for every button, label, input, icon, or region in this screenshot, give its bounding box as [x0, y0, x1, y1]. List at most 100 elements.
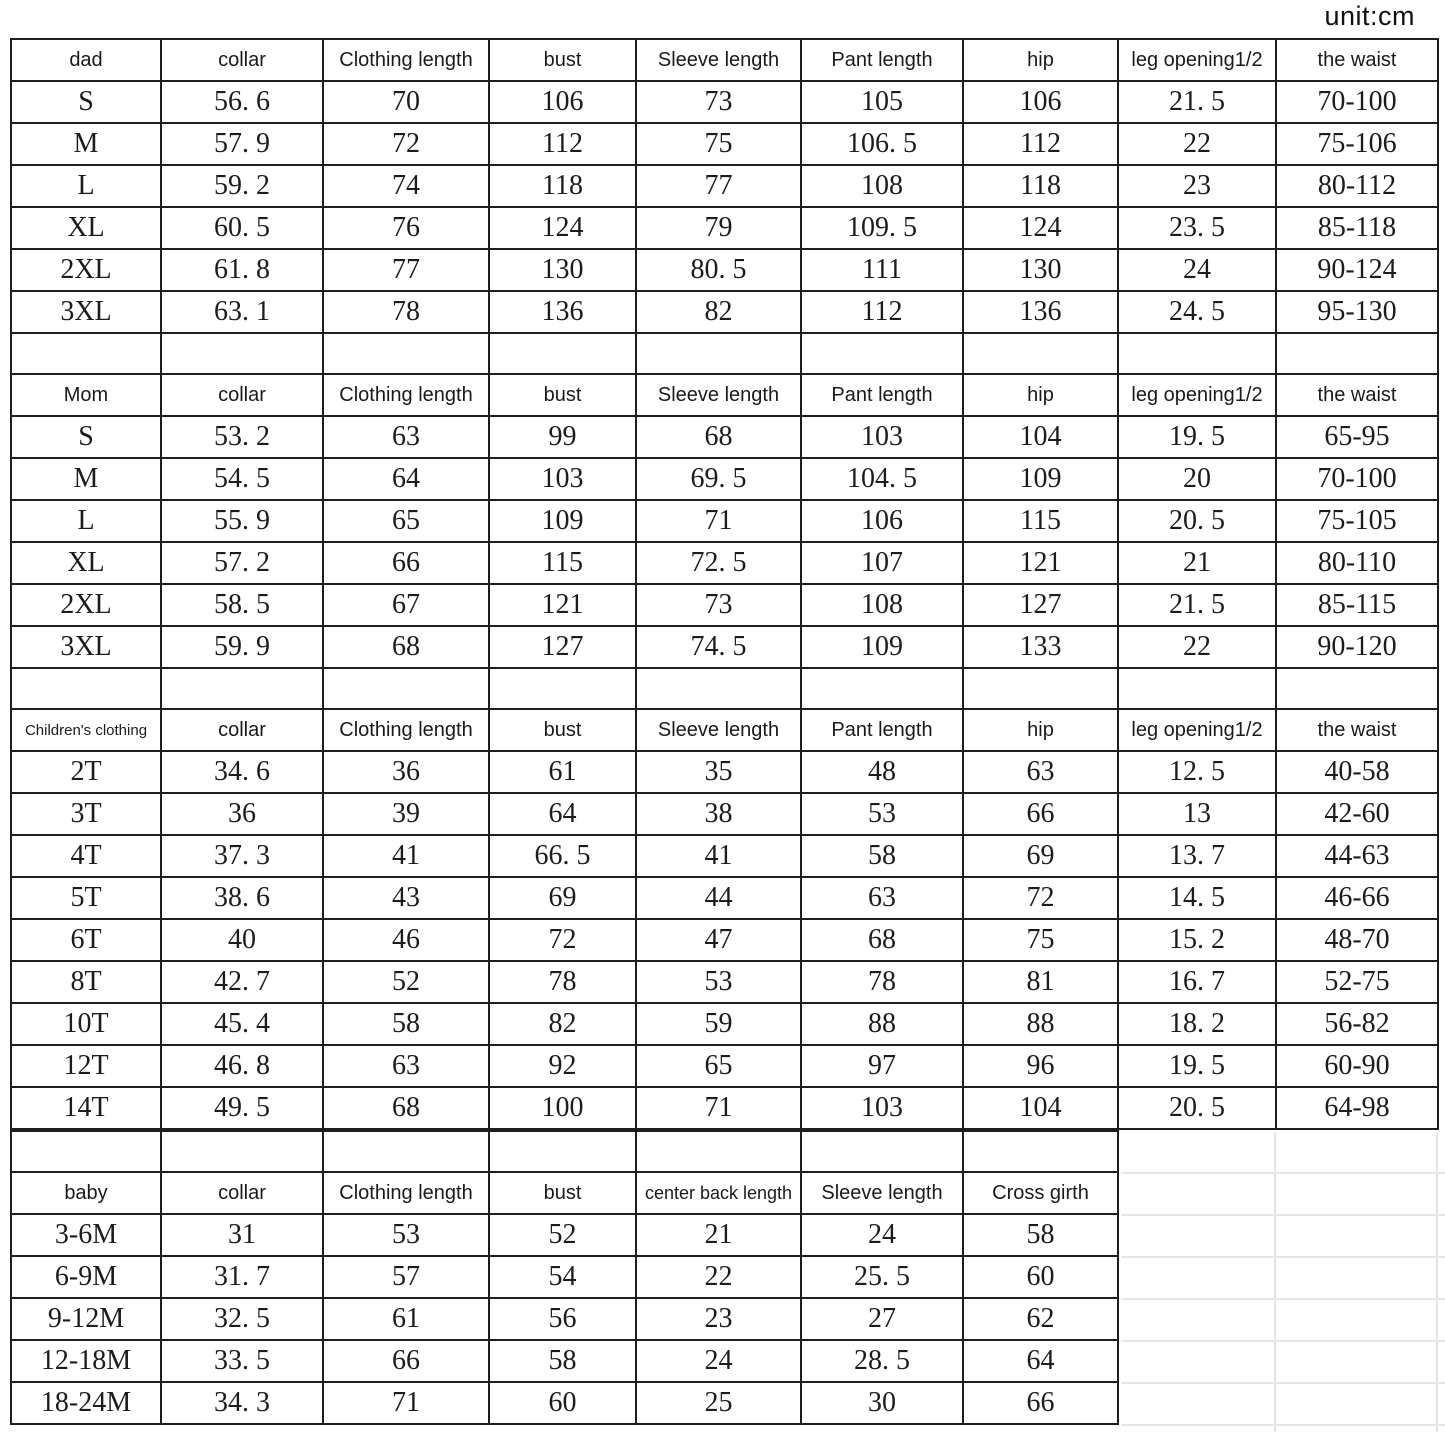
mom-value-cell: 127	[488, 625, 637, 669]
children-value-cell: 38	[635, 792, 802, 836]
dad-value-cell: 61. 8	[160, 248, 324, 292]
children-value-cell: 46-66	[1275, 876, 1439, 920]
mom-value-cell: 69. 5	[635, 457, 802, 501]
children-value-cell: 82	[488, 1002, 637, 1046]
children-value-cell: 64-98	[1275, 1086, 1439, 1130]
dad-row-2XL: 2XL 61. 8 77 130 80. 5 111 130 24 90-124	[10, 248, 1439, 292]
children-size-label: 14T	[10, 1086, 162, 1130]
children-size-label: 4T	[10, 834, 162, 878]
children-value-cell: 97	[800, 1044, 964, 1088]
spacer-cell	[10, 1130, 162, 1173]
baby-size-label: 18-24M	[10, 1381, 162, 1425]
mom-column-header: Pant length	[800, 373, 964, 417]
mom-value-cell: 85-115	[1275, 583, 1439, 627]
dad-section: dad collar Clothing length bust Sleeve lengt…	[10, 38, 1439, 334]
children-row-2T: 2T 34. 6 36 61 35 48 63 12. 5 40-58	[10, 750, 1439, 794]
dad-value-cell: 80-112	[1275, 164, 1439, 208]
children-column-header: hip	[962, 708, 1119, 752]
dad-size-label: XL	[10, 206, 162, 250]
children-value-cell: 66. 5	[488, 834, 637, 878]
dad-row-XL: XL 60. 5 76 124 79 109. 5 124 23. 5 85-118	[10, 206, 1439, 250]
children-size-label: 8T	[10, 960, 162, 1004]
baby-value-cell: 21	[635, 1213, 802, 1257]
dad-value-cell: 75	[635, 122, 802, 166]
dad-value-cell: 112	[800, 290, 964, 334]
children-value-cell: 68	[322, 1086, 490, 1130]
dad-row-S: S 56. 6 70 106 73 105 106 21. 5 70-100	[10, 80, 1439, 124]
dad-value-cell: 60. 5	[160, 206, 324, 250]
children-value-cell: 15. 2	[1117, 918, 1277, 962]
spacer-row	[10, 332, 1439, 375]
baby-value-cell: 61	[322, 1297, 490, 1341]
spacer-cell	[488, 667, 637, 710]
children-value-cell: 56-82	[1275, 1002, 1439, 1046]
children-value-cell: 42. 7	[160, 960, 324, 1004]
children-value-cell: 58	[800, 834, 964, 878]
mom-value-cell: 108	[800, 583, 964, 627]
children-value-cell: 14. 5	[1117, 876, 1277, 920]
children-size-label: 6T	[10, 918, 162, 962]
dad-value-cell: 76	[322, 206, 490, 250]
mom-value-cell: 133	[962, 625, 1119, 669]
baby-value-cell: 33. 5	[160, 1339, 324, 1383]
dad-header-row: dad collar Clothing length bust Sleeve lengt…	[10, 38, 1439, 82]
mom-value-cell: 115	[962, 499, 1119, 543]
mom-row-S: S 53. 2 63 99 68 103 104 19. 5 65-95	[10, 415, 1439, 459]
mom-column-header: bust	[488, 373, 637, 417]
mom-value-cell: 21	[1117, 541, 1277, 585]
children-value-cell: 46	[322, 918, 490, 962]
mom-value-cell: 53. 2	[160, 415, 324, 459]
spacer-cell	[10, 332, 162, 375]
mom-column-header: hip	[962, 373, 1119, 417]
dad-value-cell: 95-130	[1275, 290, 1439, 334]
baby-value-cell: 60	[962, 1255, 1119, 1299]
children-value-cell: 64	[488, 792, 637, 836]
children-value-cell: 52	[322, 960, 490, 1004]
baby-value-cell: 53	[322, 1213, 490, 1257]
baby-value-cell: 52	[488, 1213, 637, 1257]
mom-value-cell: 65-95	[1275, 415, 1439, 459]
children-value-cell: 13. 7	[1117, 834, 1277, 878]
dad-value-cell: 23. 5	[1117, 206, 1277, 250]
children-value-cell: 100	[488, 1086, 637, 1130]
mom-value-cell: 74. 5	[635, 625, 802, 669]
spacer-cell	[1275, 667, 1439, 710]
children-column-header: the waist	[1275, 708, 1439, 752]
dad-column-header: bust	[488, 38, 637, 82]
spacer-cell	[322, 667, 490, 710]
dad-value-cell: 85-118	[1275, 206, 1439, 250]
faint-gridlines	[1121, 1132, 1445, 1430]
children-value-cell: 53	[800, 792, 964, 836]
children-value-cell: 40	[160, 918, 324, 962]
dad-size-label: M	[10, 122, 162, 166]
mom-column-header: leg opening1/2	[1117, 373, 1277, 417]
mom-value-cell: 127	[962, 583, 1119, 627]
mom-value-cell: 54. 5	[160, 457, 324, 501]
baby-value-cell: 58	[962, 1213, 1119, 1257]
dad-value-cell: 77	[322, 248, 490, 292]
dad-value-cell: 23	[1117, 164, 1277, 208]
children-column-header: bust	[488, 708, 637, 752]
children-header-row: Children's clothing collar Clothing length…	[10, 708, 1439, 752]
dad-value-cell: 77	[635, 164, 802, 208]
dad-row-3XL: 3XL 63. 1 78 136 82 112 136 24. 5 95-130	[10, 290, 1439, 334]
children-value-cell: 66	[962, 792, 1119, 836]
baby-size-table: baby collar Clothing length bust center back…	[10, 1130, 1119, 1425]
baby-size-label: 3-6M	[10, 1213, 162, 1257]
spacer-cell	[962, 332, 1119, 375]
mom-value-cell: 103	[488, 457, 637, 501]
children-column-header: Children's clothing	[10, 708, 162, 752]
children-value-cell: 61	[488, 750, 637, 794]
mom-value-cell: 58. 5	[160, 583, 324, 627]
spacer-cell	[635, 1130, 802, 1173]
dad-column-header: collar	[160, 38, 324, 82]
baby-value-cell: 34. 3	[160, 1381, 324, 1425]
spacer-section	[10, 1130, 1119, 1173]
baby-row-9-12M: 9-12M 32. 5 61 56 23 27 62	[10, 1297, 1119, 1341]
mom-value-cell: 68	[635, 415, 802, 459]
dad-value-cell: 70	[322, 80, 490, 124]
children-value-cell: 36	[160, 792, 324, 836]
mom-value-cell: 72. 5	[635, 541, 802, 585]
baby-value-cell: 27	[800, 1297, 964, 1341]
dad-size-label: 2XL	[10, 248, 162, 292]
